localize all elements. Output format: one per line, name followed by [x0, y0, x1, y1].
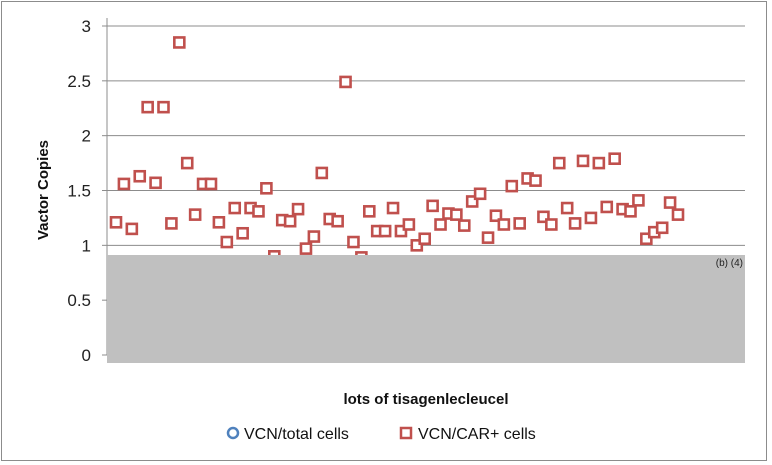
data-point — [608, 152, 621, 165]
data-point — [450, 208, 463, 221]
data-point — [204, 177, 218, 191]
data-point — [157, 100, 170, 114]
data-point — [600, 200, 614, 214]
y-axis-title: Vactor Copies — [35, 140, 52, 240]
data-point — [109, 216, 123, 229]
data-point — [640, 232, 653, 246]
y-tick-label: 2.5 — [67, 72, 91, 91]
data-point — [165, 217, 178, 230]
data-point — [529, 174, 542, 187]
data-point — [552, 156, 566, 170]
redaction-label: (b) (4) — [716, 258, 743, 269]
data-point — [489, 209, 503, 223]
data-point — [125, 222, 139, 236]
data-point — [426, 199, 439, 213]
data-point — [505, 179, 519, 193]
data-point — [663, 196, 677, 209]
y-tick-label: 0 — [82, 346, 91, 365]
data-point — [386, 201, 400, 215]
data-point — [560, 201, 574, 215]
y-tick-label: 1 — [82, 236, 91, 255]
data-point — [260, 182, 273, 195]
legend-label-vcn-car: VCN/CAR+ cells — [418, 426, 536, 443]
data-point — [180, 156, 194, 170]
data-point — [188, 208, 202, 221]
redaction-box — [107, 255, 745, 363]
data-point — [307, 230, 321, 243]
data-point — [133, 169, 147, 183]
data-point — [220, 235, 234, 249]
legend-marker-vcn-car — [399, 426, 413, 440]
y-tick-label: 2 — [82, 127, 91, 146]
data-point — [537, 210, 550, 224]
data-point — [457, 219, 471, 232]
data-point — [149, 176, 162, 190]
data-point — [465, 195, 479, 208]
data-point — [173, 36, 186, 49]
data-point — [410, 239, 424, 252]
y-tick-label: 1.5 — [67, 182, 91, 201]
data-point — [576, 154, 590, 168]
y-tick-label: 0.5 — [67, 291, 91, 310]
legend-marker-vcn-total — [226, 426, 240, 440]
legend: VCN/total cells VCN/CAR+ cells — [226, 426, 536, 443]
data-point — [632, 194, 645, 207]
y-tick-label: 3 — [82, 17, 91, 36]
data-point — [418, 232, 432, 246]
x-axis-title: lots of tisagenlecleucel — [343, 391, 508, 408]
data-point — [473, 187, 487, 201]
data-point — [283, 214, 297, 228]
data-point — [252, 205, 265, 218]
data-point — [497, 218, 511, 231]
data-point — [331, 214, 344, 228]
data-point — [141, 100, 154, 114]
data-point — [513, 217, 526, 230]
data-point — [481, 231, 495, 244]
data-point — [402, 218, 416, 231]
y-axis-tick-labels: 0 0.5 1 1.5 2 2.5 3 — [67, 17, 91, 365]
data-point — [545, 218, 558, 231]
data-point — [228, 201, 242, 215]
data-point — [394, 224, 408, 238]
data-point — [624, 205, 637, 218]
data-point — [315, 166, 329, 180]
data-point — [671, 208, 685, 221]
data-point — [434, 218, 447, 231]
data-point — [236, 226, 249, 240]
data-point — [212, 216, 226, 229]
data-point — [568, 217, 582, 230]
data-point — [378, 224, 392, 238]
data-points — [109, 36, 685, 264]
data-point — [592, 156, 606, 170]
data-point — [299, 242, 313, 255]
data-point — [584, 211, 598, 225]
data-point — [655, 221, 669, 235]
legend-label-vcn-total: VCN/total cells — [244, 426, 349, 443]
data-point — [291, 202, 305, 216]
data-point — [347, 235, 360, 249]
data-point — [362, 205, 376, 218]
data-point — [117, 177, 131, 191]
data-point — [339, 75, 352, 89]
